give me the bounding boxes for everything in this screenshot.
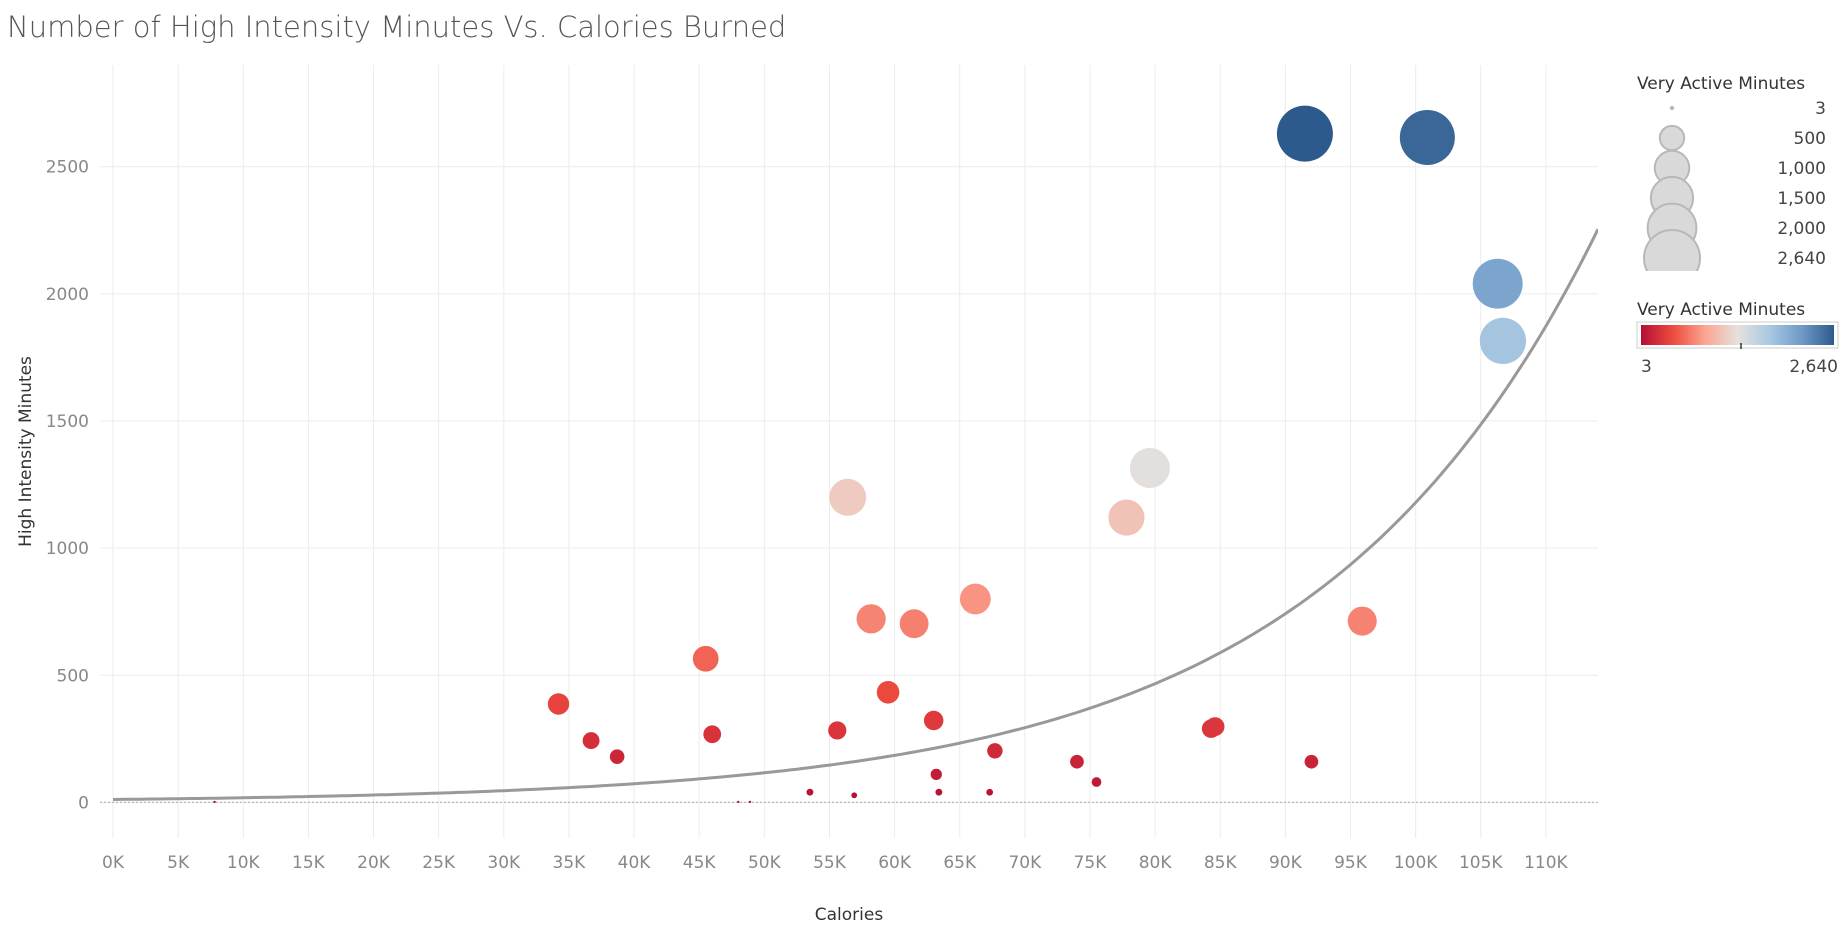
x-tick-label: 95K bbox=[1334, 853, 1368, 873]
x-tick-label: 70K bbox=[1008, 853, 1042, 873]
size-legend-label: 1,000 bbox=[1777, 159, 1826, 179]
x-tick-label: 20K bbox=[357, 853, 391, 873]
size-legend-label: 3 bbox=[1815, 99, 1826, 119]
data-point[interactable] bbox=[930, 768, 942, 781]
size-legend-label: 2,000 bbox=[1777, 219, 1826, 239]
data-point[interactable] bbox=[856, 604, 886, 634]
x-axis-title: Calories bbox=[815, 905, 884, 925]
x-tick-label: 105K bbox=[1459, 853, 1503, 873]
grid-lines bbox=[100, 65, 1598, 838]
y-tick-label: 2000 bbox=[46, 285, 89, 305]
data-point[interactable] bbox=[923, 710, 944, 731]
data-point[interactable] bbox=[935, 788, 943, 796]
y-tick-label: 1000 bbox=[46, 539, 89, 559]
x-tick-label: 60K bbox=[878, 853, 912, 873]
y-axis-ticks: 0 500 1000 1500 2000 2500 bbox=[46, 158, 89, 814]
data-point[interactable] bbox=[959, 583, 991, 615]
x-tick-label: 30K bbox=[487, 853, 521, 873]
x-tick-label: 10K bbox=[227, 853, 261, 873]
x-tick-label: 75K bbox=[1074, 853, 1108, 873]
x-axis-ticks: 0K 5K 10K 15K 20K 25K 30K 35K 40K 45K 50K 55K 60K 65K… bbox=[102, 853, 1568, 873]
x-tick-label: 100K bbox=[1394, 853, 1438, 873]
x-tick-label: 15K bbox=[292, 853, 326, 873]
y-axis-title: High Intensity Minutes bbox=[16, 356, 36, 547]
x-tick-label: 0K bbox=[102, 853, 125, 873]
y-tick-label: 500 bbox=[57, 666, 89, 686]
data-point[interactable] bbox=[582, 732, 600, 750]
color-legend-title: Very Active Minutes bbox=[1637, 300, 1805, 320]
color-legend-frame bbox=[1636, 321, 1839, 349]
data-point[interactable] bbox=[1304, 754, 1319, 769]
data-point[interactable] bbox=[748, 800, 752, 804]
x-tick-label: 5K bbox=[167, 853, 190, 873]
data-point[interactable] bbox=[692, 645, 719, 672]
size-legend: Very Active Minutes 3 500 1,000 1,500 2,000 2… bbox=[1637, 74, 1826, 271]
data-point[interactable] bbox=[1347, 606, 1377, 636]
data-point[interactable] bbox=[1108, 499, 1145, 536]
size-legend-title: Very Active Minutes bbox=[1637, 74, 1805, 94]
x-tick-label: 35K bbox=[553, 853, 587, 873]
x-tick-label: 45K bbox=[683, 853, 717, 873]
x-tick-label: 55K bbox=[813, 853, 847, 873]
x-tick-label: 90K bbox=[1269, 853, 1303, 873]
size-legend-bubble bbox=[1669, 105, 1675, 111]
data-point[interactable] bbox=[1201, 719, 1221, 738]
data-point[interactable] bbox=[213, 800, 216, 804]
data-point[interactable] bbox=[1399, 109, 1455, 165]
data-point[interactable] bbox=[876, 680, 900, 704]
data-point[interactable] bbox=[609, 749, 625, 764]
size-legend-label: 1,500 bbox=[1777, 189, 1826, 209]
data-point[interactable] bbox=[986, 788, 994, 796]
color-legend-max-label: 2,640 bbox=[1789, 357, 1838, 377]
x-tick-label: 85K bbox=[1204, 853, 1238, 873]
data-point[interactable] bbox=[1070, 754, 1084, 769]
data-point[interactable] bbox=[828, 721, 847, 740]
color-legend-bar bbox=[1641, 325, 1834, 345]
data-point[interactable] bbox=[829, 478, 867, 516]
data-point[interactable] bbox=[899, 609, 929, 639]
x-tick-label: 50K bbox=[748, 853, 782, 873]
data-point[interactable] bbox=[737, 800, 740, 804]
data-point[interactable] bbox=[1479, 317, 1527, 365]
color-legend: Very Active Minutes 3 2,640 bbox=[1636, 300, 1839, 377]
size-legend-label: 500 bbox=[1794, 129, 1826, 149]
data-point[interactable] bbox=[806, 788, 814, 796]
data-point[interactable] bbox=[1472, 258, 1523, 309]
data-point[interactable] bbox=[547, 693, 570, 715]
x-tick-label: 65K bbox=[943, 853, 977, 873]
size-legend-bubble bbox=[1658, 124, 1686, 152]
chart-title: Number of High Intensity Minutes Vs. Cal… bbox=[7, 10, 787, 44]
data-point[interactable] bbox=[1129, 448, 1170, 489]
x-tick-label: 25K bbox=[422, 853, 456, 873]
y-tick-label: 0 bbox=[78, 793, 89, 813]
y-tick-label: 2500 bbox=[46, 158, 89, 178]
x-tick-label: 40K bbox=[618, 853, 652, 873]
size-legend-label: 2,640 bbox=[1777, 249, 1826, 269]
x-tick-label: 110K bbox=[1524, 853, 1568, 873]
data-point[interactable] bbox=[987, 743, 1003, 759]
data-point[interactable] bbox=[1091, 777, 1102, 787]
data-point[interactable] bbox=[703, 725, 722, 744]
y-tick-label: 1500 bbox=[46, 412, 89, 432]
exponential-trend-line[interactable] bbox=[112, 228, 1598, 801]
x-tick-label: 80K bbox=[1139, 853, 1173, 873]
data-point[interactable] bbox=[851, 792, 858, 799]
data-point[interactable] bbox=[1276, 105, 1333, 162]
size-legend-bubble bbox=[1643, 229, 1701, 271]
color-legend-min-label: 3 bbox=[1641, 357, 1652, 377]
data-points bbox=[213, 105, 1527, 804]
